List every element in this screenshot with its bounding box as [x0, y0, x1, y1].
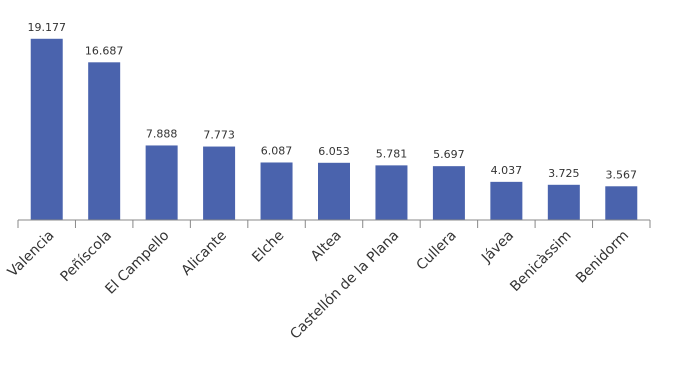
x-axis-category-label: Alicante	[179, 228, 230, 279]
x-axis-category-label: Altea	[308, 228, 345, 265]
x-axis-category-label: Benicàssim	[507, 228, 574, 295]
x-axis-category-label: Valencia	[5, 228, 58, 281]
bar-value-label: 5.697	[433, 148, 465, 161]
bar	[30, 38, 63, 221]
bar-value-label: 3.725	[548, 167, 580, 180]
x-axis-category-label: Peñíscola	[57, 228, 115, 286]
x-axis	[17, 219, 651, 228]
bar	[260, 162, 293, 220]
x-axis-category-label: Jávea	[478, 228, 517, 267]
bar	[88, 62, 121, 221]
x-axis-category-label: Cullera	[413, 228, 459, 274]
x-axis-category-label: Benidorm	[573, 228, 632, 287]
bar	[145, 145, 178, 220]
bar	[432, 166, 465, 220]
bar-value-label: 4.037	[491, 164, 523, 177]
bar	[547, 184, 580, 220]
bar-value-label: 3.567	[606, 168, 638, 181]
bar	[605, 186, 638, 220]
bars-layer	[30, 38, 638, 221]
x-axis-category-label: Elche	[249, 228, 287, 266]
bar	[490, 181, 523, 220]
bar-value-label: 19.177	[27, 21, 66, 34]
bar	[375, 165, 408, 220]
value-labels-layer: 19.177 16.687 7.888 7.773 6.087 6.053 5.781 5.6…	[27, 21, 637, 182]
bar-value-label: 5.781	[376, 147, 408, 160]
bar-value-label: 7.773	[203, 129, 235, 142]
bar	[203, 146, 236, 220]
bar-value-label: 6.053	[318, 145, 350, 158]
bar-value-label: 7.888	[146, 127, 178, 140]
bar-value-label: 16.687	[85, 44, 124, 57]
bar	[318, 162, 350, 220]
bar-value-label: 6.087	[261, 144, 293, 157]
x-axis-category-label: Castellón de la Plana	[287, 228, 402, 343]
